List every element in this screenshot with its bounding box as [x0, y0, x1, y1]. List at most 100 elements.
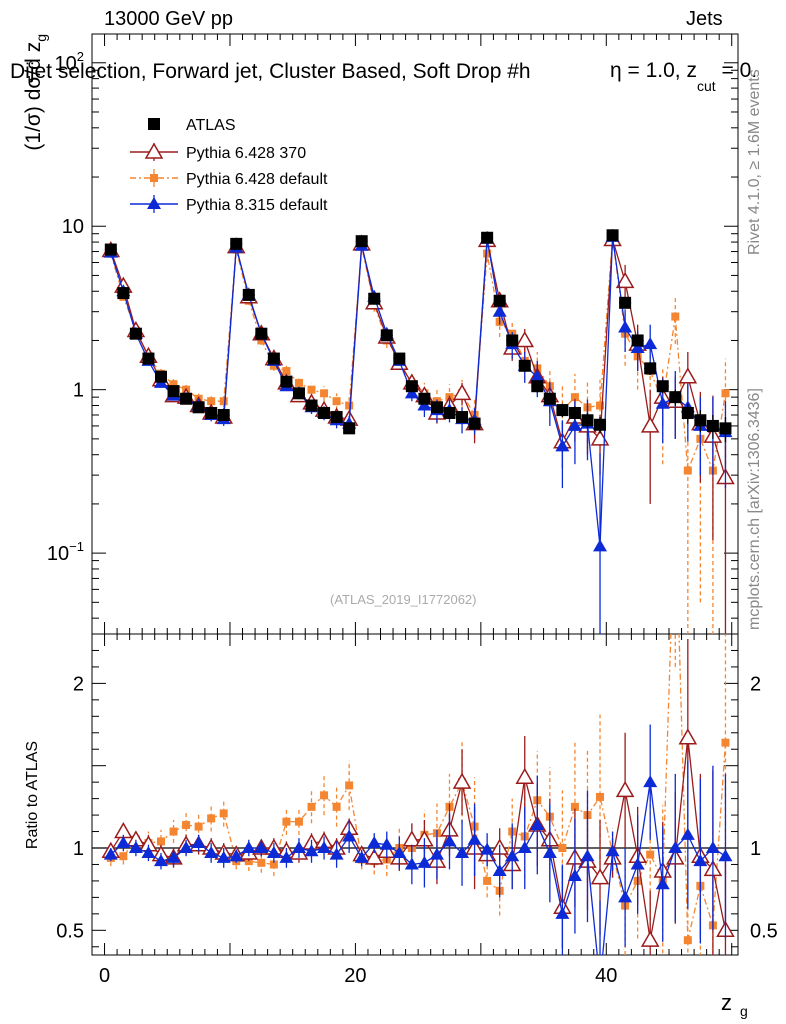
- ratio-point: [640, 930, 660, 947]
- ratio-axis-label: Ratio to ATLAS: [24, 741, 41, 849]
- data-point: [481, 231, 494, 244]
- data-point: [492, 304, 507, 317]
- ratio-point: [429, 847, 444, 860]
- ratio-point: [291, 841, 306, 853]
- ratio-point: [492, 864, 507, 877]
- ratio-point: [517, 841, 532, 853]
- energy-label: 13000 GeV pp: [104, 8, 233, 30]
- ratio-point: [269, 860, 278, 869]
- analysis-id: (ATLAS_2019_I1772062): [330, 592, 477, 607]
- data-point: [330, 411, 343, 424]
- data-point: [694, 414, 707, 427]
- data-point: [683, 466, 692, 475]
- data-point: [593, 539, 608, 552]
- ratio-point: [483, 876, 492, 885]
- data-point: [619, 296, 632, 309]
- data-point: [129, 327, 142, 340]
- data-point: [294, 378, 303, 387]
- ratio-point: [678, 728, 698, 745]
- ratio-point: [332, 802, 341, 811]
- main-series-group: [101, 228, 735, 634]
- ratio-point: [317, 841, 332, 853]
- legend-marker: [150, 174, 158, 182]
- data-point: [596, 401, 605, 410]
- data-point: [669, 391, 682, 404]
- ratio-point: [191, 836, 206, 849]
- ratio-point: [254, 841, 269, 853]
- data-point: [483, 249, 492, 258]
- data-point: [681, 406, 694, 419]
- ratio-point: [530, 817, 545, 830]
- ratio-pythia-6-428-default: [106, 610, 730, 955]
- data-point: [282, 367, 291, 376]
- ratio-series-group: [101, 610, 735, 955]
- data-point: [543, 392, 556, 405]
- legend-label: Pythia 6.428 default: [186, 171, 328, 188]
- data-point: [656, 380, 669, 393]
- ratio-point: [596, 792, 605, 801]
- data-point: [192, 401, 205, 414]
- data-point: [643, 337, 658, 350]
- ratio-pythia-8-315-default: [103, 724, 733, 955]
- ratio-point: [128, 841, 143, 853]
- data-point: [167, 385, 180, 398]
- ratio-point: [442, 834, 457, 847]
- ratio-tick-label-right: 1: [750, 838, 761, 860]
- data-point: [581, 414, 594, 427]
- series-atlas: [104, 229, 732, 442]
- y-tick-label: 10: [62, 216, 84, 238]
- data-point: [671, 312, 680, 321]
- ratio-point: [266, 845, 281, 858]
- data-point: [217, 408, 230, 421]
- data-point: [452, 383, 472, 401]
- data-point: [678, 367, 698, 384]
- x-tick-label: 40: [595, 965, 617, 987]
- ratio-point: [179, 841, 194, 853]
- data-point: [640, 416, 660, 433]
- ratio-point: [671, 610, 679, 618]
- ratio-point: [207, 814, 216, 823]
- data-point: [570, 393, 579, 402]
- x-tick-label: 20: [344, 965, 366, 987]
- ratio-tick-label: 1: [73, 838, 84, 860]
- data-point: [267, 352, 280, 365]
- ratio-point: [580, 849, 595, 862]
- data-point: [242, 288, 255, 301]
- data-point: [430, 401, 443, 414]
- data-point: [618, 320, 633, 333]
- ratio-point: [630, 857, 645, 870]
- data-point: [393, 352, 406, 365]
- plot-title-main: Dijet selection, Forward jet, Cluster Ba…: [10, 60, 531, 83]
- ratio-point: [257, 858, 266, 867]
- data-point: [555, 439, 570, 452]
- data-point: [332, 397, 341, 406]
- ratio-point: [216, 850, 231, 863]
- ratio-point: [643, 775, 658, 788]
- data-point: [180, 392, 193, 405]
- ratio-point: [279, 850, 294, 863]
- ratio-point: [555, 906, 570, 919]
- source-caption: mcplots.cern.ch [arXiv:1306.3436]: [746, 388, 763, 630]
- y-tick-label: 1: [73, 380, 84, 402]
- data-point: [443, 406, 456, 419]
- ratio-point: [345, 781, 354, 790]
- data-point: [219, 397, 228, 406]
- data-point: [567, 418, 582, 431]
- ratio-line: [110, 737, 727, 941]
- ratio-point: [480, 842, 495, 855]
- data-point: [404, 386, 419, 399]
- ratio-point: [392, 845, 407, 858]
- ratio-point: [618, 890, 633, 903]
- series-line: [110, 237, 727, 473]
- ratio-point: [567, 868, 582, 881]
- ratio-point: [156, 837, 165, 846]
- ratio-point: [282, 817, 291, 826]
- data-point: [456, 411, 469, 424]
- ratio-point: [166, 850, 181, 863]
- data-point: [531, 380, 544, 393]
- data-point: [644, 362, 657, 375]
- ratio-point: [668, 841, 683, 853]
- data-point: [380, 329, 393, 342]
- ratio-point: [354, 850, 369, 863]
- data-point: [468, 417, 481, 430]
